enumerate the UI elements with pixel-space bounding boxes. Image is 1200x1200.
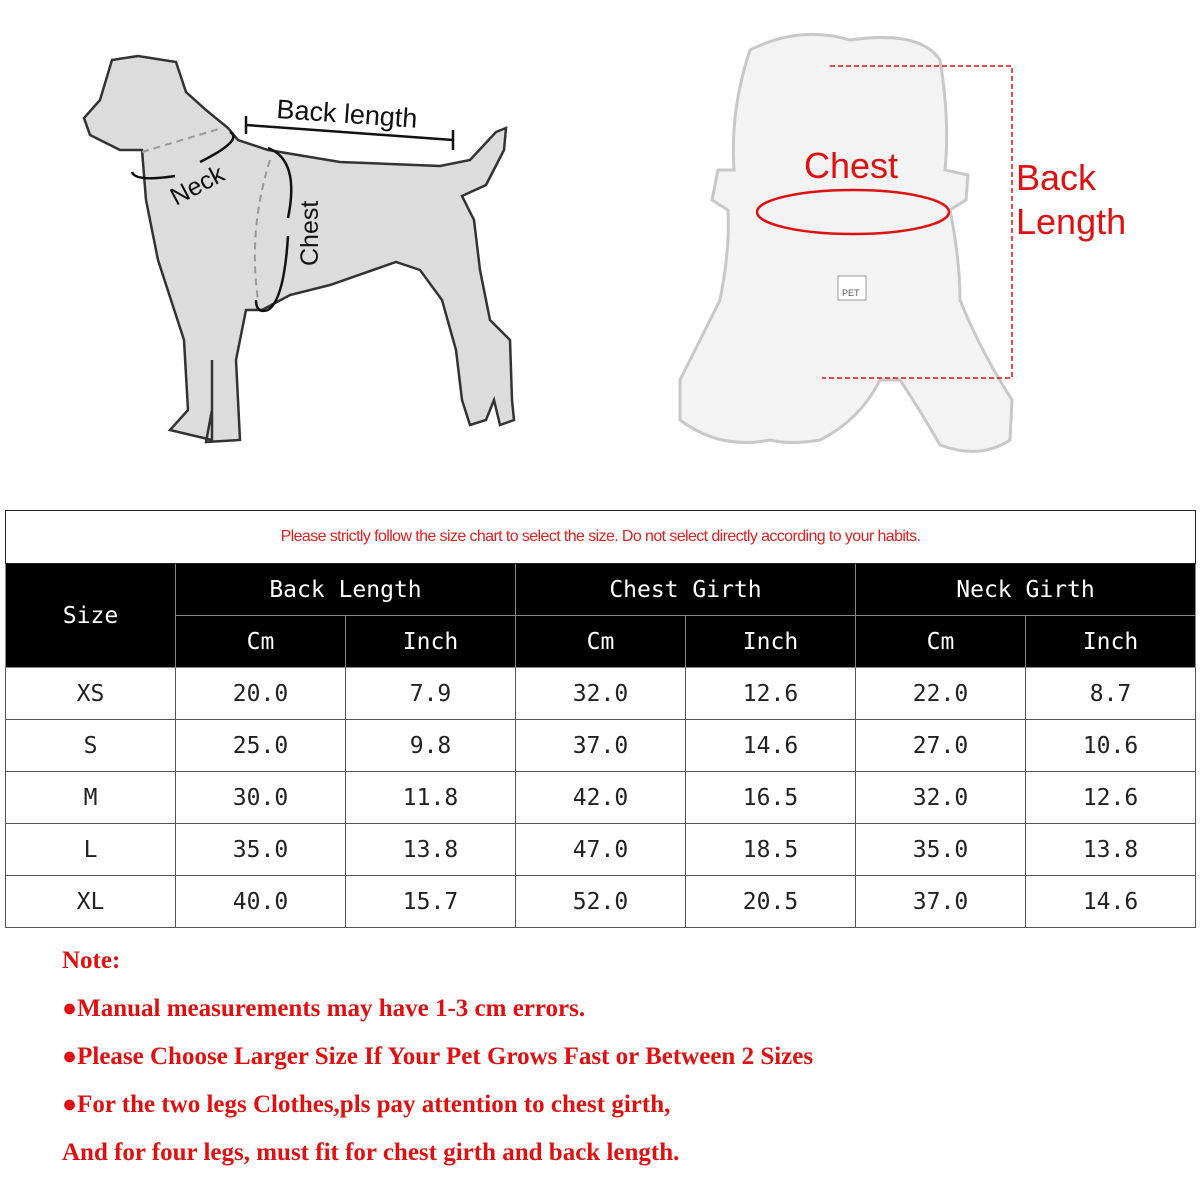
- measurement-cell: 32.0: [515, 667, 686, 720]
- measurement-cell: 52.0: [515, 875, 686, 928]
- table-row: M 30.0 11.8 42.0 16.5 32.0 12.6: [5, 771, 1197, 824]
- measurement-cell: 35.0: [175, 823, 346, 876]
- measurement-cell: 12.6: [1024, 771, 1197, 824]
- measurement-cell: 13.8: [345, 823, 516, 876]
- size-cell: M: [5, 771, 176, 824]
- garment-photo: [678, 32, 1014, 453]
- header-cm: Cm: [175, 615, 346, 668]
- measurement-cell: 37.0: [515, 719, 686, 772]
- dog-silhouette: [82, 54, 516, 444]
- measurement-cell: 27.0: [855, 719, 1026, 772]
- table-row: L 35.0 13.8 47.0 18.5 35.0 13.8: [5, 823, 1197, 876]
- header-inch: Inch: [1024, 615, 1197, 668]
- header-cm: Cm: [855, 615, 1026, 668]
- note-item: ●Please Choose Larger Size If Your Pet G…: [62, 1043, 814, 1070]
- measurement-cell: 47.0: [515, 823, 686, 876]
- measurement-cell: 20.0: [175, 667, 346, 720]
- table-row: XL 40.0 15.7 52.0 20.5 37.0 14.6: [5, 875, 1197, 928]
- measurement-cell: 35.0: [855, 823, 1026, 876]
- garment-diagram: PET Chest Back Length: [678, 32, 1126, 453]
- header-cm: Cm: [515, 615, 686, 668]
- header-chest-girth: Chest Girth: [515, 563, 856, 616]
- measurement-cell: 8.7: [1024, 667, 1197, 720]
- measurement-cell: 11.8: [345, 771, 516, 824]
- measurement-cell: 42.0: [515, 771, 686, 824]
- note-item: ●Manual measurements may have 1-3 cm err…: [62, 995, 586, 1022]
- garment-chest-label: Chest: [804, 145, 898, 186]
- garment-back-label: Back: [1016, 157, 1097, 198]
- measurement-cell: 32.0: [855, 771, 1026, 824]
- measurement-cell: 30.0: [175, 771, 346, 824]
- table-row: XS 20.0 7.9 32.0 12.6 22.0 8.7: [5, 667, 1197, 720]
- size-chart-table: Please strictly follow the size chart to…: [4, 510, 1197, 928]
- measurement-cell: 13.8: [1024, 823, 1197, 876]
- header-back-length: Back Length: [175, 563, 516, 616]
- size-cell: L: [5, 823, 176, 876]
- table-row: S 25.0 9.8 37.0 14.6 27.0 10.6: [5, 719, 1197, 772]
- header-size: Size: [5, 563, 176, 668]
- garment-length-label: Length: [1016, 201, 1126, 242]
- dog-chest-label: Chest: [296, 201, 324, 266]
- measurement-cell: 16.5: [685, 771, 856, 824]
- garment-tag-label: PET: [842, 288, 860, 298]
- header-neck-girth: Neck Girth: [854, 563, 1197, 616]
- measurement-cell: 10.6: [1024, 719, 1197, 772]
- measurement-cell: 18.5: [685, 823, 856, 876]
- size-chart-caption: Please strictly follow the size chart to…: [4, 510, 1197, 564]
- dog-measurement-diagram: Back length Neck Chest: [82, 54, 516, 444]
- notes-section: Note: ●Manual measurements may have 1-3 …: [62, 942, 813, 1182]
- note-item: ●For the two legs Clothes,pls pay attent…: [62, 1091, 671, 1118]
- notes-title: Note:: [62, 947, 121, 974]
- measurement-cell: 14.6: [1024, 875, 1197, 928]
- header-inch: Inch: [345, 615, 516, 668]
- size-cell: XS: [5, 667, 176, 720]
- size-cell: S: [5, 719, 176, 772]
- size-cell: XL: [5, 875, 176, 928]
- note-item: And for four legs, must fit for chest gi…: [62, 1139, 680, 1166]
- measurement-cell: 14.6: [685, 719, 856, 772]
- measurement-cell: 9.8: [345, 719, 516, 772]
- measurement-cell: 15.7: [345, 875, 516, 928]
- measurement-cell: 25.0: [175, 719, 346, 772]
- measurement-cell: 37.0: [855, 875, 1026, 928]
- measurement-cell: 22.0: [855, 667, 1026, 720]
- measurement-cell: 7.9: [345, 667, 516, 720]
- header-inch: Inch: [685, 615, 856, 668]
- measurement-cell: 20.5: [685, 875, 856, 928]
- measurement-cell: 40.0: [175, 875, 346, 928]
- measurement-cell: 12.6: [685, 667, 856, 720]
